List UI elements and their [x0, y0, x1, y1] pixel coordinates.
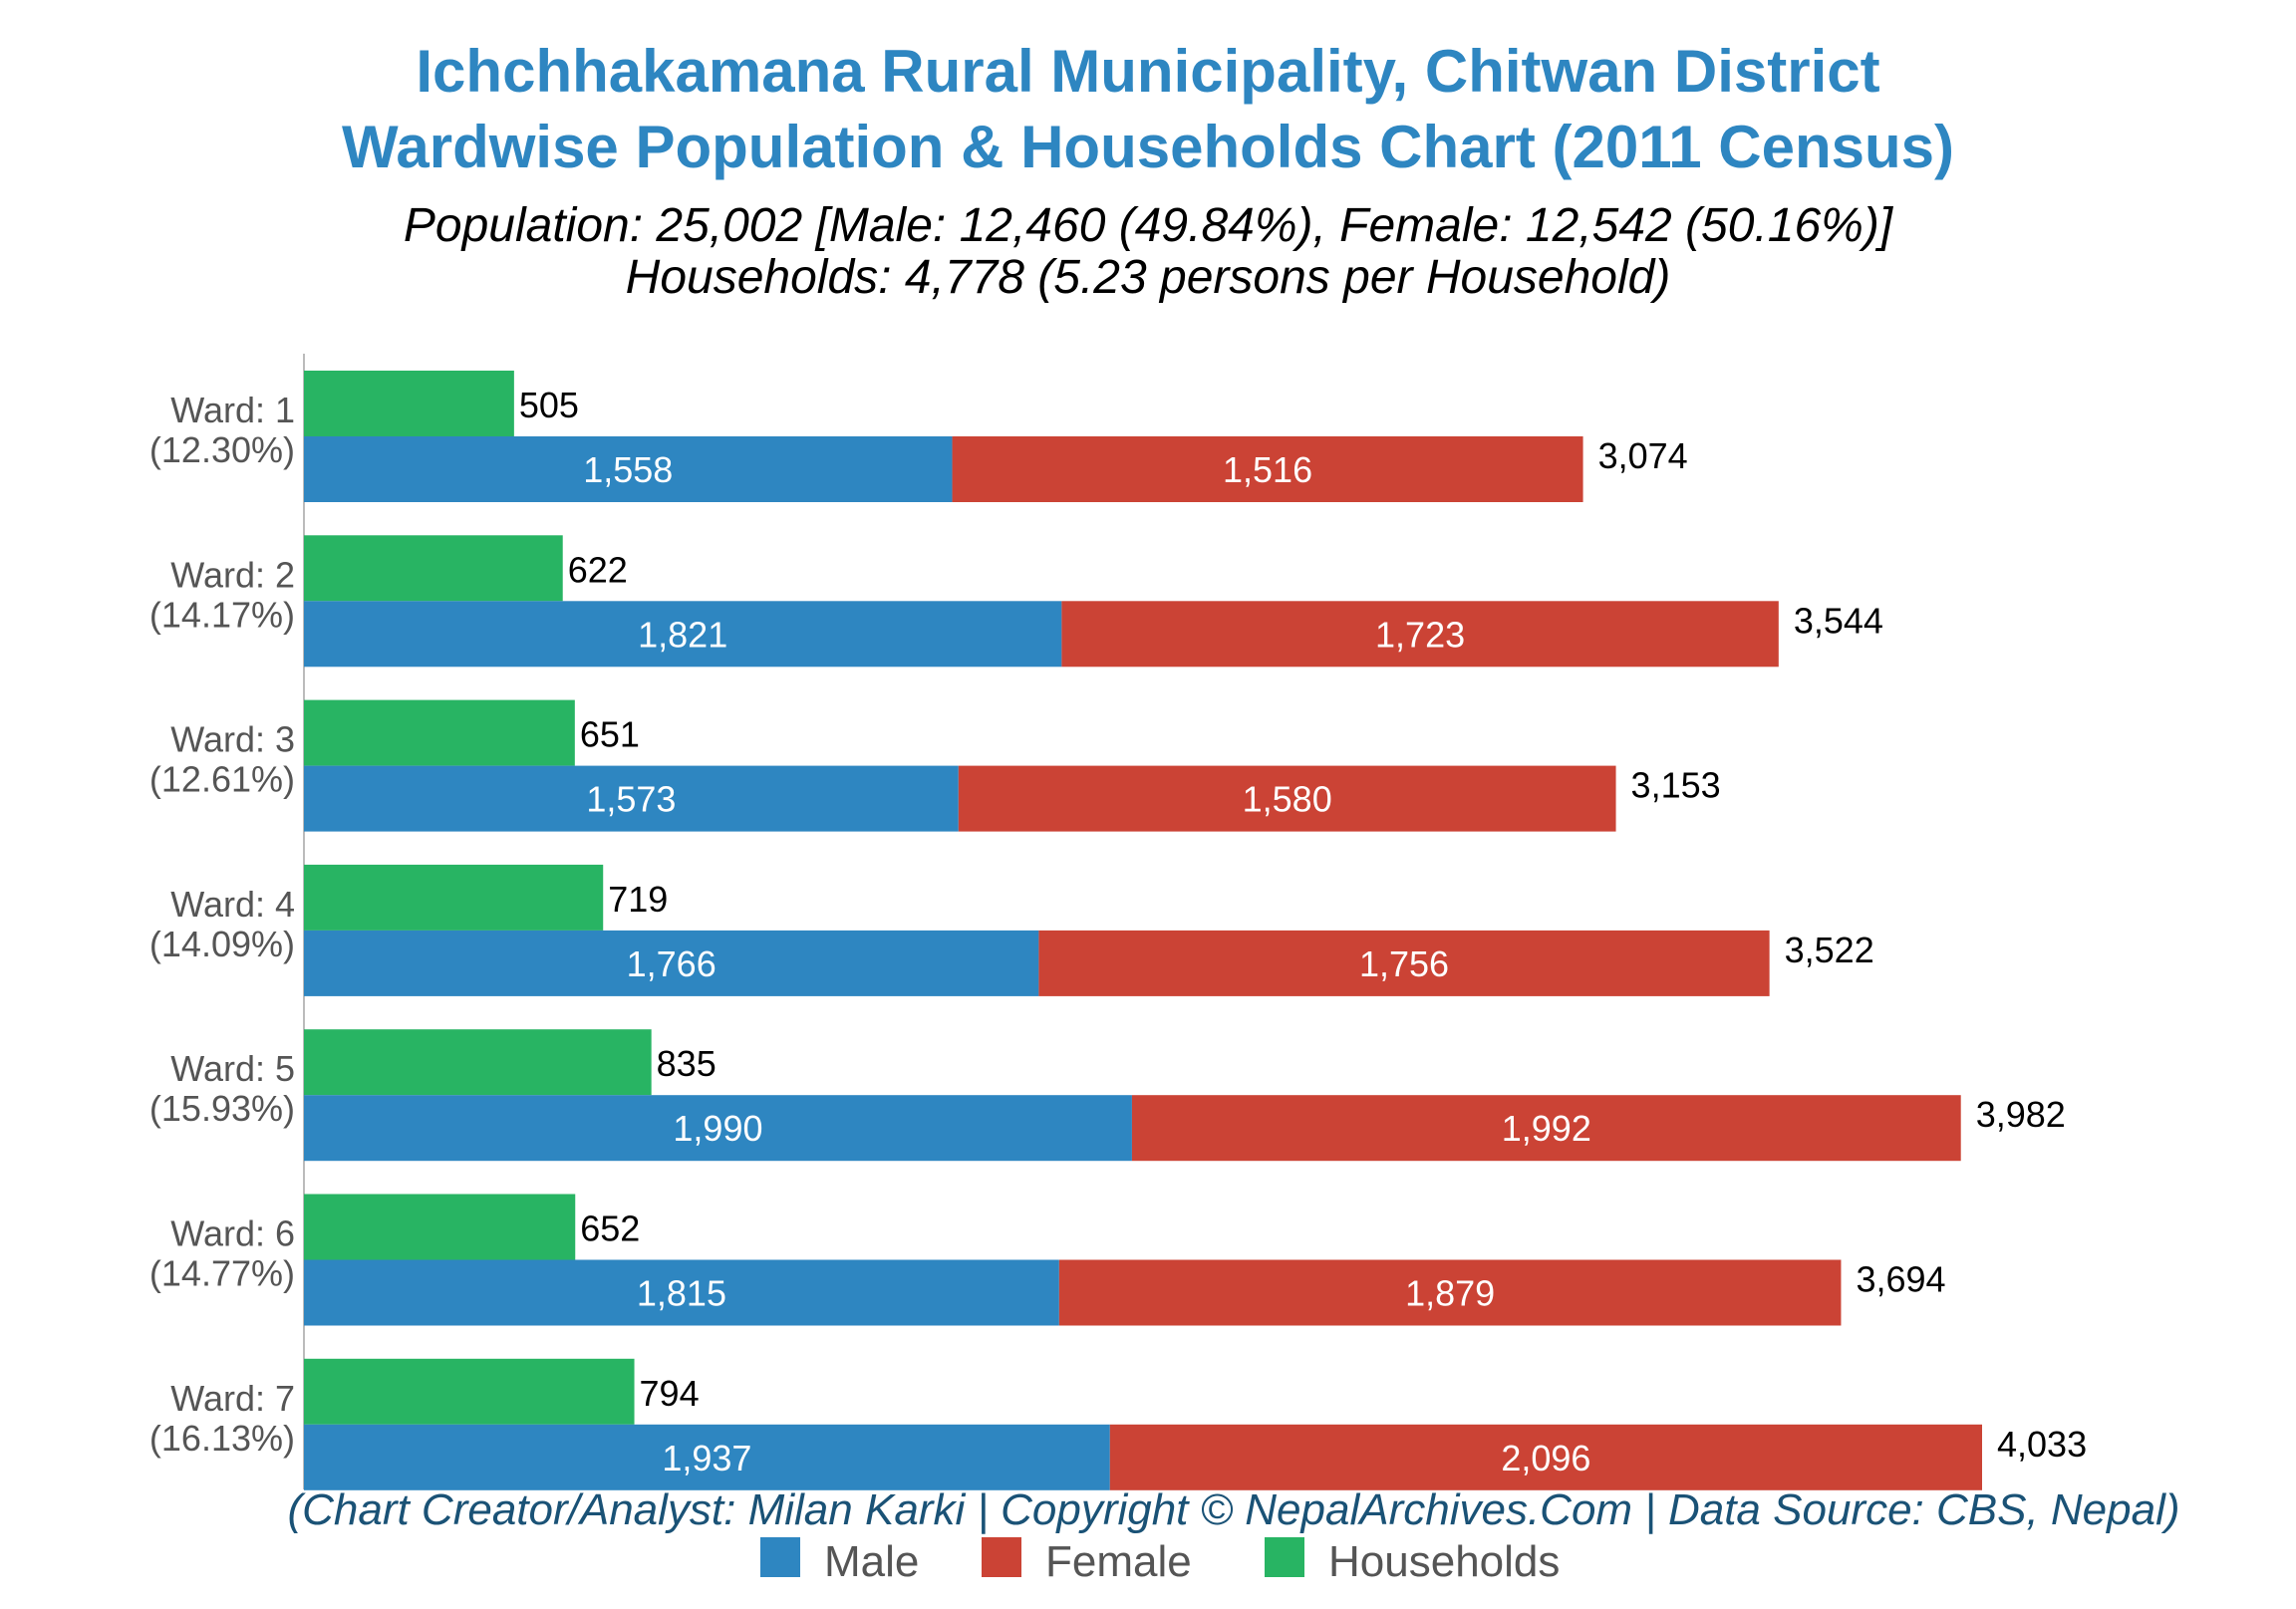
female-value-label: 1,723: [1375, 614, 1465, 655]
male-value-label: 1,815: [637, 1273, 726, 1314]
total-value-label: 3,153: [1631, 765, 1721, 806]
ward-share-label: (14.17%): [149, 594, 295, 635]
households-bar: [304, 1194, 576, 1260]
female-value-label: 2,096: [1501, 1438, 1590, 1478]
female-bar: [1058, 1259, 1842, 1326]
total-value-label: 4,033: [1997, 1424, 2087, 1465]
ward-label: Ward: 6: [170, 1213, 295, 1254]
legend-swatch-female: [982, 1537, 1021, 1577]
ward-label: Ward: 4: [170, 884, 295, 925]
male-value-label: 1,573: [586, 779, 676, 820]
legend-label-households: Households: [1328, 1537, 1560, 1586]
female-value-label: 1,580: [1243, 779, 1332, 820]
female-bar: [952, 436, 1583, 502]
total-value-label: 3,544: [1794, 600, 1883, 641]
total-value-label: 3,982: [1976, 1094, 2066, 1135]
ward-share-label: (14.77%): [149, 1253, 295, 1294]
chart-title-line-2: Wardwise Population & Households Chart (…: [342, 114, 1954, 180]
female-bar: [958, 765, 1616, 832]
households-bar: [304, 1029, 652, 1096]
female-bar: [1061, 601, 1779, 668]
total-value-label: 3,694: [1856, 1259, 1945, 1300]
ward-label: Ward: 7: [170, 1378, 295, 1419]
ward-label: Ward: 5: [170, 1048, 295, 1089]
chart-legend: Male Female Households: [760, 1537, 1560, 1586]
households-bar: [304, 1358, 635, 1425]
households-value-label: 652: [580, 1208, 640, 1249]
ward-share-label: (15.93%): [149, 1088, 295, 1129]
ward-label: Ward: 3: [170, 719, 295, 760]
female-value-label: 1,516: [1223, 449, 1312, 490]
female-bar: [1131, 1095, 1961, 1162]
chart-title-line-1: Ichchhakamana Rural Municipality, Chitwa…: [416, 38, 1879, 105]
male-bar: [304, 930, 1039, 996]
households-value-label: 794: [640, 1373, 700, 1414]
ward-share-label: (12.30%): [149, 429, 295, 470]
ward-label: Ward: 1: [170, 390, 295, 430]
male-bar: [304, 1259, 1059, 1326]
households-value-label: 505: [519, 385, 579, 425]
ward-share-label: (12.61%): [149, 759, 295, 800]
female-bar: [1038, 930, 1770, 996]
male-value-label: 1,821: [638, 614, 727, 655]
households-value-label: 719: [608, 879, 668, 920]
households-bar: [304, 864, 604, 931]
ward-share-label: (14.09%): [149, 924, 295, 964]
male-bar: [304, 765, 959, 832]
female-value-label: 1,879: [1405, 1273, 1495, 1314]
ward-label: Ward: 2: [170, 554, 295, 595]
male-bar: [304, 1424, 1110, 1490]
male-bar: [304, 436, 953, 502]
chart-subtitle-population: Population: 25,002 [Male: 12,460 (49.84%…: [404, 199, 1894, 252]
male-bar: [304, 1095, 1132, 1162]
households-bar: [304, 371, 514, 436]
legend-swatch-households: [1265, 1537, 1304, 1577]
male-value-label: 1,990: [673, 1108, 762, 1149]
male-bar: [304, 601, 1062, 668]
households-bar: [304, 699, 575, 766]
male-value-label: 1,937: [662, 1438, 751, 1478]
chart-subtitle-households: Households: 4,778 (5.23 persons per Hous…: [626, 251, 1671, 304]
male-value-label: 1,558: [583, 449, 673, 490]
legend-label-female: Female: [1045, 1537, 1192, 1586]
households-value-label: 622: [568, 549, 628, 590]
female-value-label: 1,992: [1502, 1108, 1591, 1149]
legend-label-male: Male: [824, 1537, 919, 1586]
female-bar: [1109, 1424, 1982, 1490]
total-value-label: 3,522: [1785, 930, 1874, 970]
male-value-label: 1,766: [627, 943, 717, 984]
ward-share-label: (16.13%): [149, 1418, 295, 1459]
households-value-label: 651: [580, 714, 640, 755]
legend-swatch-male: [760, 1537, 800, 1577]
households-value-label: 835: [657, 1043, 717, 1084]
chart-footer-credit: (Chart Creator/Analyst: Milan Karki | Co…: [287, 1485, 2179, 1534]
total-value-label: 3,074: [1598, 435, 1688, 476]
households-bar: [304, 535, 563, 602]
female-value-label: 1,756: [1359, 943, 1449, 984]
